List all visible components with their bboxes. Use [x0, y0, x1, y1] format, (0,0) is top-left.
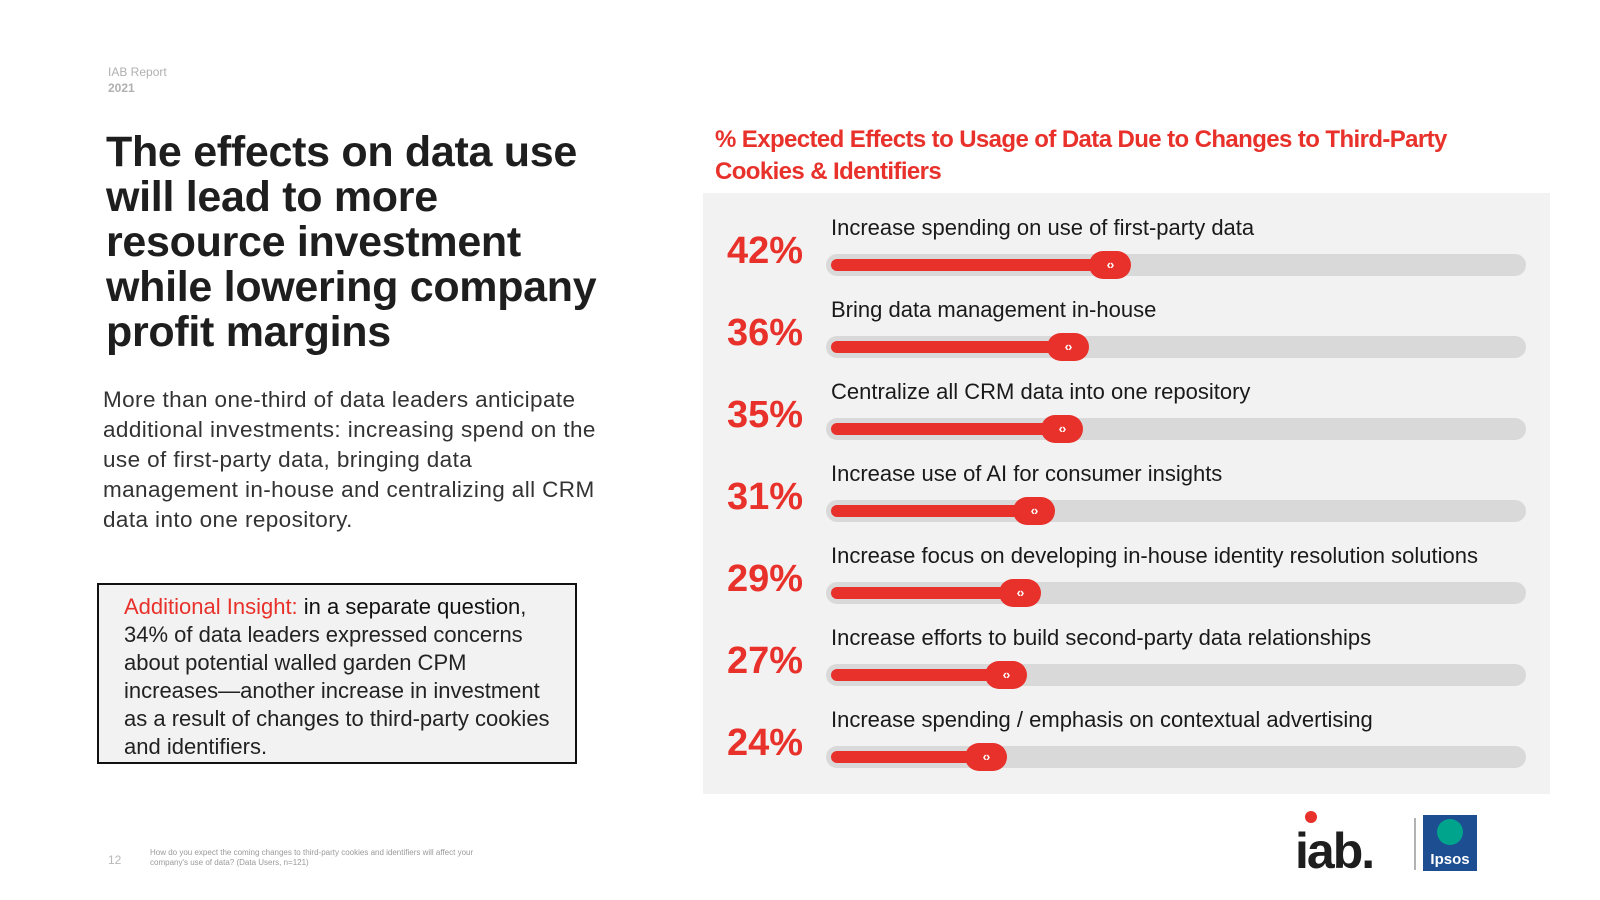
bar-track: ‹› [826, 417, 1526, 441]
ipsos-logo-text: Ipsos [1430, 851, 1469, 868]
iab-dot-i-icon [1305, 811, 1317, 823]
bar-category-label: Centralize all CRM data into one reposit… [831, 379, 1251, 404]
bar-end-arrows-icon: ‹› [1043, 417, 1081, 441]
bar-end-arrows-icon: ‹› [1091, 253, 1129, 277]
bar-end-arrows-icon: ‹› [1015, 499, 1053, 523]
bar-fill [831, 341, 1079, 353]
bar-value-label: 31% [727, 476, 804, 518]
bar-fill [831, 751, 997, 763]
chart-bar-row: 42% Increase spending on use of first-par… [703, 201, 1550, 281]
bar-value-label: 24% [727, 722, 804, 764]
bar-category-label: Bring data management in-house [831, 297, 1157, 322]
insight-body: , 34% of data leaders expressed concerns… [124, 594, 550, 759]
iab-logo: iab. [1295, 823, 1373, 878]
bar-end-arrows-icon: ‹› [967, 745, 1005, 769]
bar-track: ‹› [826, 499, 1526, 523]
bar-value-label: 42% [727, 230, 804, 272]
ipsos-globe-icon [1437, 819, 1463, 845]
bar-category-label: Increase use of AI for consumer insights [831, 461, 1223, 486]
bar-value-label: 29% [727, 558, 804, 600]
report-label: IAB Report 2021 [108, 64, 167, 96]
chart-bar-row: 35% Centralize all CRM data into one repo… [703, 365, 1550, 445]
bar-category-label: Increase focus on developing in-house id… [831, 543, 1478, 568]
bar-category-label: Increase efforts to build second-party d… [831, 625, 1372, 650]
chart-bar-row: 29% Increase focus on developing in-house… [703, 529, 1550, 609]
chart-panel: 42% Increase spending on use of first-par… [703, 193, 1550, 794]
bar-track: ‹› [826, 253, 1526, 277]
report-year: 2021 [108, 81, 135, 95]
bar-fill [831, 423, 1073, 435]
bar-fill [831, 587, 1031, 599]
footnote: How do you expect the coming changes to … [150, 848, 474, 867]
bar-value-label: 27% [727, 640, 804, 682]
bar-end-arrows-icon: ‹› [987, 663, 1025, 687]
bar-track: ‹› [826, 581, 1526, 605]
partner-logos: iab. Ipsos [1295, 811, 1477, 878]
bar-end-arrows-icon: ‹› [1001, 581, 1039, 605]
chart-title: % Expected Effects to Usage of Data Due … [715, 126, 1447, 185]
bar-fill [831, 669, 1017, 681]
report-name: IAB Report [108, 65, 167, 79]
bar-category-label: Increase spending / emphasis on contextu… [831, 707, 1373, 732]
chart-bar-row: 31% Increase use of AI for consumer insig… [703, 447, 1550, 527]
chart-bar-row: 27% Increase efforts to build second-part… [703, 611, 1550, 691]
bar-track: ‹› [826, 335, 1526, 359]
bar-value-label: 36% [727, 312, 804, 354]
insight-lead: in a separate question [303, 594, 521, 619]
insight-label: Additional Insight: [124, 594, 298, 619]
bar-end-arrows-icon: ‹› [1049, 335, 1087, 359]
bar-fill [831, 259, 1121, 271]
bar-fill [831, 505, 1045, 517]
bar-value-label: 35% [727, 394, 804, 436]
chart-bar-row: 24% Increase spending / emphasis on conte… [703, 693, 1550, 773]
intro-paragraph: More than one-third of data leaders anti… [103, 387, 596, 532]
additional-insight-box: Additional Insight: in a separate questi… [97, 583, 577, 764]
page-number: 12 [108, 853, 122, 867]
bar-track: ‹› [826, 745, 1526, 769]
bar-track: ‹› [826, 663, 1526, 687]
page-title: The effects on data use will lead to mor… [106, 128, 597, 356]
bar-category-label: Increase spending on use of first-party … [831, 215, 1255, 240]
chart-bar-row: 36% Bring data management in-house ‹› [703, 283, 1550, 363]
